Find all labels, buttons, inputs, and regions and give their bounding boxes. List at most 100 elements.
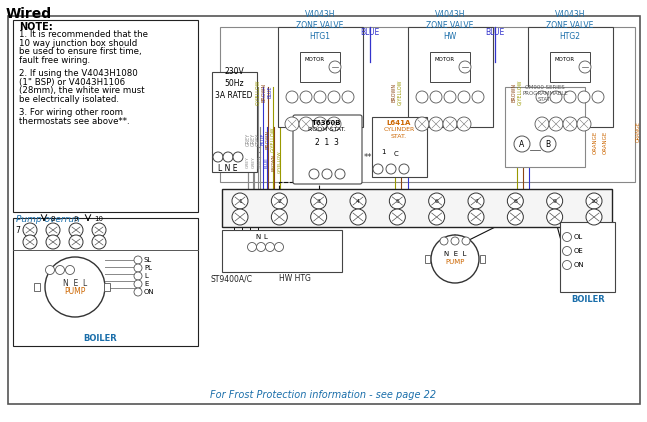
Text: L641A: L641A xyxy=(387,120,411,126)
Text: G/YELLOW: G/YELLOW xyxy=(256,79,261,105)
Text: For Frost Protection information - see page 22: For Frost Protection information - see p… xyxy=(210,390,436,400)
Text: 2. If using the V4043H1080: 2. If using the V4043H1080 xyxy=(19,69,138,78)
Circle shape xyxy=(328,91,340,103)
Circle shape xyxy=(579,61,591,73)
Circle shape xyxy=(311,209,327,225)
Circle shape xyxy=(134,288,142,296)
Circle shape xyxy=(399,164,409,174)
Circle shape xyxy=(248,243,256,252)
Text: T6360B: T6360B xyxy=(313,120,342,126)
Circle shape xyxy=(472,91,484,103)
Text: CYLINDER: CYLINDER xyxy=(384,127,415,132)
Text: 10: 10 xyxy=(590,198,598,203)
Bar xyxy=(480,255,485,263)
Circle shape xyxy=(69,235,83,249)
Text: 8: 8 xyxy=(50,216,55,222)
Circle shape xyxy=(507,193,523,209)
Circle shape xyxy=(285,117,299,131)
Bar xyxy=(13,20,198,212)
Text: be electrically isolated.: be electrically isolated. xyxy=(19,95,119,103)
Circle shape xyxy=(134,272,142,280)
Text: CM900 SERIES: CM900 SERIES xyxy=(525,85,565,90)
Circle shape xyxy=(468,209,484,225)
Text: OE: OE xyxy=(574,248,584,254)
Circle shape xyxy=(440,237,448,245)
Text: GREY: GREY xyxy=(252,156,256,168)
FancyBboxPatch shape xyxy=(293,115,362,184)
Text: L: L xyxy=(144,273,148,279)
Text: PL: PL xyxy=(144,265,152,271)
Text: GREY: GREY xyxy=(258,156,262,168)
Circle shape xyxy=(429,209,444,225)
Text: 1: 1 xyxy=(238,198,242,203)
Circle shape xyxy=(314,91,326,103)
Text: BLUE: BLUE xyxy=(265,157,269,168)
Circle shape xyxy=(549,117,563,131)
Bar xyxy=(430,52,470,82)
Circle shape xyxy=(386,164,396,174)
Text: 2: 2 xyxy=(278,198,281,203)
Circle shape xyxy=(256,243,265,252)
Text: B: B xyxy=(545,140,551,149)
Bar xyxy=(278,27,363,127)
Circle shape xyxy=(309,169,319,179)
Text: 3: 3 xyxy=(316,198,321,203)
Circle shape xyxy=(389,193,405,209)
Circle shape xyxy=(429,193,444,209)
Circle shape xyxy=(92,223,106,237)
Circle shape xyxy=(458,91,470,103)
Circle shape xyxy=(271,193,287,209)
Circle shape xyxy=(213,152,223,162)
Circle shape xyxy=(322,169,332,179)
Circle shape xyxy=(327,117,341,131)
Circle shape xyxy=(134,280,142,288)
Text: GREY: GREY xyxy=(256,133,261,146)
Circle shape xyxy=(329,61,341,73)
Text: 9: 9 xyxy=(74,216,78,222)
Circle shape xyxy=(373,164,383,174)
Circle shape xyxy=(562,246,571,255)
Bar xyxy=(222,230,342,272)
Text: **: ** xyxy=(364,152,372,162)
Text: 10: 10 xyxy=(94,216,104,222)
Circle shape xyxy=(586,193,602,209)
Text: 5: 5 xyxy=(395,198,399,203)
Circle shape xyxy=(271,209,287,225)
Circle shape xyxy=(350,209,366,225)
Bar xyxy=(104,283,110,291)
Circle shape xyxy=(313,117,327,131)
Circle shape xyxy=(56,265,65,274)
Text: BROWN: BROWN xyxy=(261,82,267,102)
Text: SL: SL xyxy=(144,257,152,263)
Text: G/YELLOW: G/YELLOW xyxy=(270,126,276,152)
Circle shape xyxy=(443,117,457,131)
Circle shape xyxy=(45,257,105,317)
Circle shape xyxy=(415,117,429,131)
Circle shape xyxy=(462,237,470,245)
Bar xyxy=(220,27,635,182)
Circle shape xyxy=(46,223,60,237)
Bar xyxy=(13,218,198,346)
Text: HW HTG: HW HTG xyxy=(279,274,311,283)
Text: OL: OL xyxy=(574,234,583,240)
Circle shape xyxy=(223,152,233,162)
Bar xyxy=(528,27,613,127)
Circle shape xyxy=(311,193,327,209)
Circle shape xyxy=(134,256,142,264)
Circle shape xyxy=(69,223,83,237)
Text: MOTOR: MOTOR xyxy=(305,57,325,62)
Text: ORANGE: ORANGE xyxy=(635,122,641,143)
Bar xyxy=(425,255,430,263)
Bar xyxy=(300,52,340,82)
Text: 6: 6 xyxy=(435,198,439,203)
Text: BLUE: BLUE xyxy=(261,133,265,145)
Circle shape xyxy=(389,209,405,225)
Text: fault free wiring.: fault free wiring. xyxy=(19,56,90,65)
Circle shape xyxy=(547,193,563,209)
Text: PROGRAMMABLE: PROGRAMMABLE xyxy=(522,91,568,96)
Text: N  E  L: N E L xyxy=(444,251,466,257)
Text: L: L xyxy=(263,234,267,240)
Text: MOTOR: MOTOR xyxy=(435,57,455,62)
Text: E: E xyxy=(144,281,148,287)
Bar xyxy=(505,87,585,167)
